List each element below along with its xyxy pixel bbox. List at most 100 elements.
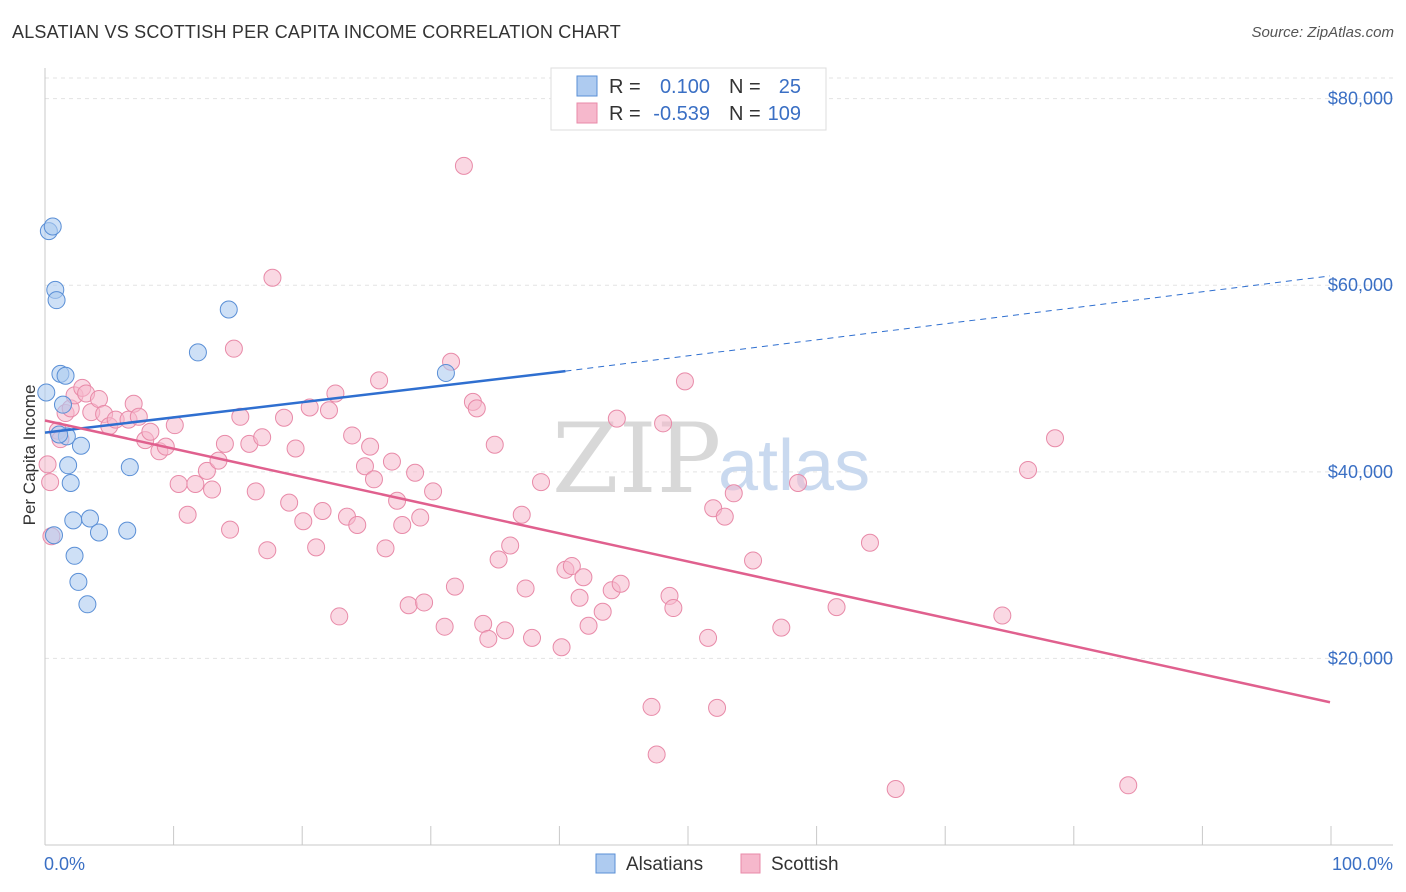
legend-r-label-scottish: R = [609,103,641,125]
alsatian-point-23 [44,526,63,545]
alsatian-point-20 [188,343,207,362]
scottish-point-24 [178,505,197,524]
scottish-point-90 [642,697,661,716]
series-legend-swatch-scottish [740,853,761,874]
scottish-point-43 [307,538,326,557]
scottish-point-23 [169,474,188,493]
scottish-point-75 [501,536,520,555]
source-label: Source: ZipAtlas.com [1251,24,1394,41]
series-legend: Alsatians Scottish [595,853,839,875]
watermark: ZIP atlas [552,403,870,515]
scottish-point-51 [355,457,374,476]
alsatian-point-2 [43,217,62,236]
alsatian-point-18 [120,458,139,477]
series-alsatians [37,217,455,614]
scottish-point-60 [406,463,425,482]
scottish-point-19 [141,422,160,441]
scottish-point-99 [715,507,734,526]
y-tick-labels: $20,000 $40,000 $60,000 $80,000 [1328,89,1393,669]
alsatians-trend-extension [565,275,1331,372]
scottish-point-95 [675,372,694,391]
y-axis-title: Per Capita Income [20,385,39,526]
grid [45,77,1393,659]
scottish-point-102 [772,618,791,637]
scottish-point-79 [532,473,551,492]
scottish-point-50 [348,516,367,535]
x-tick-label-min: 0.0% [44,854,85,874]
legend-r-value-scottish: -0.539 [653,103,710,125]
scottish-point-44 [313,502,332,521]
scottish-point-85 [579,616,598,635]
chart-title: ALSATIAN VS SCOTTISH PER CAPITA INCOME C… [12,22,621,42]
legend-r-label-alsatians: R = [609,76,641,98]
scottish-point-54 [370,371,389,390]
scottish-point-82 [562,557,581,576]
alsatian-point-16 [80,509,99,528]
series-legend-label-scottish: Scottish [771,854,839,875]
y-tick-label-0: $20,000 [1328,648,1393,668]
scottish-point-71 [479,629,498,648]
scottish-point-76 [512,505,531,524]
scottish-point-67 [454,156,473,175]
alsatian-point-21 [219,300,238,319]
alsatian-point-14 [78,595,97,614]
alsatian-point-4 [47,291,66,310]
scottish-point-26 [197,461,216,480]
scottish-point-84 [574,568,593,587]
scottish-point-41 [294,512,313,531]
stats-legend: R = 0.100 N = 25 R = -0.539 N = 109 [550,67,827,131]
legend-n-label-scottish: N = [729,103,761,125]
series-legend-label-alsatians: Alsatians [626,854,703,875]
alsatian-point-7 [56,366,75,385]
scottish-point-77 [516,579,535,598]
scottish-point-74 [496,621,515,640]
scottish-point-98 [708,698,727,717]
scottish-point-27 [203,480,222,499]
scottish-point-55 [376,539,395,558]
alsatians-trend-line [44,369,566,434]
scottish-point-86 [593,602,612,621]
legend-n-value-alsatians: 25 [779,76,801,98]
scottish-point-36 [258,541,277,560]
y-tick-label-1: $40,000 [1328,462,1393,482]
scottish-point-47 [330,607,349,626]
scottish-point-100 [724,484,743,503]
scottish-point-39 [280,493,299,512]
scottish-point-96 [699,628,718,647]
scottish-point-110 [1119,776,1138,795]
alsatian-point-0 [37,383,56,402]
legend-r-value-alsatians: 0.100 [660,76,710,98]
scottish-point-105 [860,533,879,552]
scottish-point-63 [424,482,443,501]
scottish-point-56 [382,452,401,471]
scottish-point-49 [343,426,362,445]
x-tick-label-max: 100.0% [1332,854,1393,874]
scottish-point-83 [570,588,589,607]
scottish-point-92 [654,414,673,433]
scottish-point-57 [388,491,407,510]
scottish-point-45 [319,401,338,420]
scottish-point-108 [1019,460,1038,479]
scottish-point-62 [415,593,434,612]
scottish-point-42 [300,398,319,417]
scottish-point-59 [399,596,418,615]
alsatian-point-12 [65,546,84,565]
scottish-point-29 [215,434,234,453]
scottish-point-64 [435,617,454,636]
scottish-point-40 [286,439,305,458]
scottish-point-30 [221,520,240,539]
scottish-point-69 [467,399,486,418]
alsatian-point-11 [64,511,83,530]
scottish-point-78 [523,628,542,647]
scottish-point-103 [789,474,808,493]
alsatian-point-19 [118,521,137,540]
y-tick-label-2: $60,000 [1328,275,1393,295]
watermark-atlas: atlas [718,426,870,506]
watermark-zip: ZIP [552,403,721,515]
alsatian-point-10 [61,474,80,493]
scottish-point-91 [647,745,666,764]
scottish-point-106 [886,780,905,799]
legend-swatch-alsatians [576,75,598,97]
scottish-point-25 [186,474,205,493]
